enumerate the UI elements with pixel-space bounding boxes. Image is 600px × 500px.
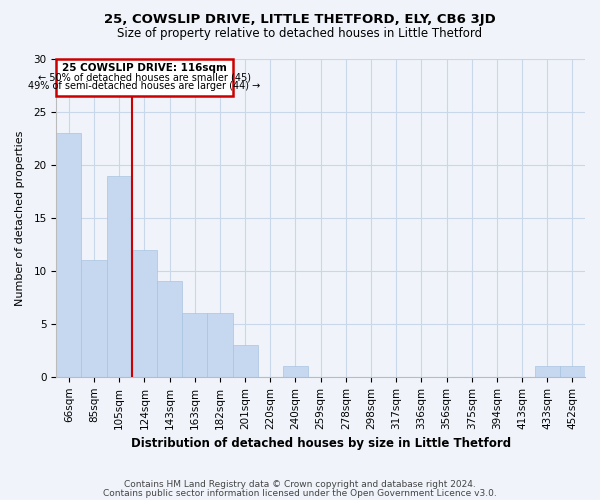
Text: 49% of semi-detached houses are larger (44) →: 49% of semi-detached houses are larger (… — [28, 81, 260, 91]
Bar — [107, 176, 132, 377]
Bar — [56, 133, 82, 377]
Text: ← 50% of detached houses are smaller (45): ← 50% of detached houses are smaller (45… — [38, 73, 251, 83]
FancyBboxPatch shape — [56, 59, 233, 96]
Bar — [233, 345, 258, 377]
Bar — [560, 366, 585, 377]
Bar — [535, 366, 560, 377]
Bar — [182, 314, 208, 377]
Bar — [82, 260, 107, 377]
Text: Size of property relative to detached houses in Little Thetford: Size of property relative to detached ho… — [118, 28, 482, 40]
Y-axis label: Number of detached properties: Number of detached properties — [15, 130, 25, 306]
Text: 25, COWSLIP DRIVE, LITTLE THETFORD, ELY, CB6 3JD: 25, COWSLIP DRIVE, LITTLE THETFORD, ELY,… — [104, 12, 496, 26]
Bar — [157, 282, 182, 377]
Bar — [283, 366, 308, 377]
Bar — [132, 250, 157, 377]
X-axis label: Distribution of detached houses by size in Little Thetford: Distribution of detached houses by size … — [131, 437, 511, 450]
Text: Contains public sector information licensed under the Open Government Licence v3: Contains public sector information licen… — [103, 488, 497, 498]
Bar — [208, 314, 233, 377]
Text: Contains HM Land Registry data © Crown copyright and database right 2024.: Contains HM Land Registry data © Crown c… — [124, 480, 476, 489]
Text: 25 COWSLIP DRIVE: 116sqm: 25 COWSLIP DRIVE: 116sqm — [62, 63, 227, 73]
